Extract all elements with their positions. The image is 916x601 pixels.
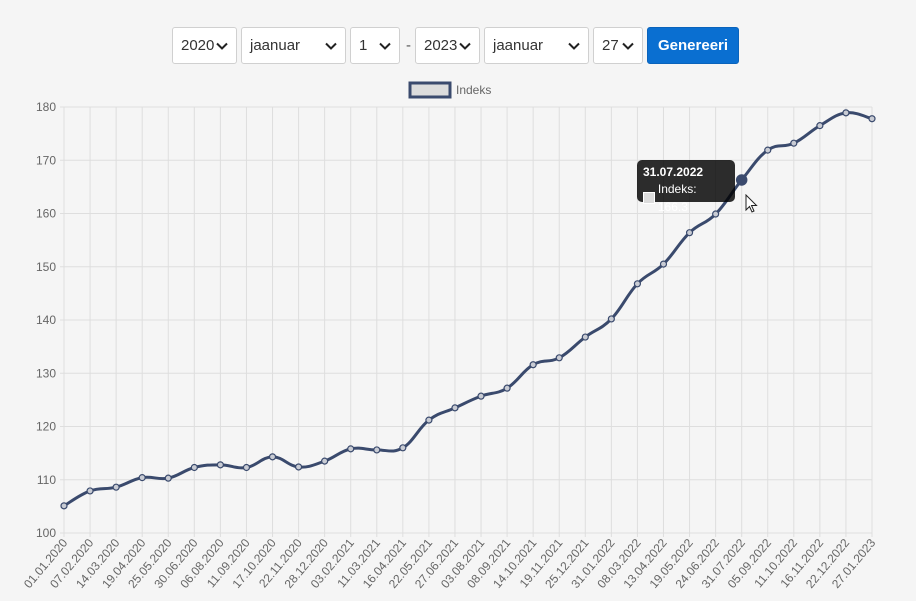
data-point[interactable] [268, 453, 277, 461]
mouse-pointer-icon [745, 194, 758, 213]
y-tick-label: 110 [37, 473, 56, 487]
y-tick-label: 180 [36, 100, 56, 114]
range-separator: - [406, 37, 411, 54]
y-tick-label: 100 [36, 526, 56, 540]
data-point[interactable] [112, 483, 120, 491]
data-point[interactable] [425, 416, 433, 424]
series-points [60, 109, 876, 510]
series-line-indeks [63, 111, 873, 508]
legend-swatch [408, 81, 452, 99]
chevron-down-icon [459, 42, 471, 50]
data-point[interactable] [60, 502, 68, 510]
chart-grid [60, 106, 873, 537]
data-point[interactable] [764, 146, 772, 154]
end-month-value: jaanuar [493, 37, 544, 54]
data-point[interactable] [242, 463, 251, 472]
data-point[interactable] [477, 392, 485, 400]
data-point[interactable] [816, 122, 824, 130]
chevron-down-icon [216, 42, 228, 50]
chevron-down-icon [379, 42, 391, 50]
data-point-active[interactable] [735, 174, 748, 186]
data-point[interactable] [138, 474, 146, 482]
data-point[interactable] [373, 446, 381, 454]
data-point[interactable] [633, 280, 642, 288]
data-point[interactable] [451, 404, 459, 412]
y-tick-label: 160 [36, 207, 56, 221]
data-point[interactable] [164, 474, 172, 482]
chevron-down-icon [622, 42, 634, 50]
x-axis: 01.01.202007.02.202014.03.202019.04.2020… [21, 536, 879, 591]
generate-button[interactable]: Genereeri [647, 27, 740, 64]
y-axis: 100 110 120 130 140 150 160 170 180 [36, 100, 56, 540]
tooltip-date: 31.07.2022 [643, 165, 704, 179]
data-point[interactable] [294, 463, 303, 471]
data-point[interactable] [685, 229, 694, 237]
data-point[interactable] [347, 445, 355, 453]
end-day-value: 27 [602, 37, 619, 54]
data-point[interactable] [529, 361, 537, 369]
data-point[interactable] [216, 461, 224, 469]
data-point[interactable] [868, 115, 876, 123]
chevron-down-icon [325, 42, 337, 50]
start-month-select[interactable]: jaanuar [241, 27, 346, 64]
tooltip-value: Indeks: 166.3 [657, 182, 697, 214]
chevron-down-icon [568, 42, 580, 50]
data-point[interactable] [842, 109, 850, 117]
tooltip-swatch [643, 192, 655, 204]
legend-label: Indeks [456, 83, 491, 97]
date-range-controls: 2020 jaanuar 1 - 2023 jaanuar 27 Generee… [172, 26, 740, 65]
data-point[interactable] [190, 463, 198, 472]
data-point[interactable] [321, 457, 329, 465]
y-tick-label: 170 [36, 153, 56, 167]
data-point[interactable] [581, 333, 589, 341]
y-tick-label: 120 [36, 420, 56, 434]
start-year-value: 2020 [181, 37, 215, 54]
y-tick-label: 150 [36, 260, 56, 274]
chart-tooltip: 31.07.2022 Indeks: 166.3 [637, 160, 735, 214]
end-month-select[interactable]: jaanuar [484, 27, 589, 64]
data-point[interactable] [712, 210, 720, 218]
end-year-value: 2023 [424, 37, 458, 54]
data-point[interactable] [399, 444, 407, 452]
data-point[interactable] [790, 139, 798, 147]
start-day-value: 1 [359, 37, 368, 54]
y-tick-label: 140 [36, 313, 56, 327]
data-point[interactable] [607, 315, 615, 323]
y-tick-label: 130 [36, 366, 56, 380]
data-point[interactable] [503, 384, 511, 392]
start-month-value: jaanuar [250, 37, 301, 54]
start-year-select[interactable]: 2020 [172, 27, 237, 64]
end-day-select[interactable]: 27 [593, 27, 643, 64]
data-point[interactable] [86, 487, 94, 495]
data-point[interactable] [659, 260, 668, 268]
end-year-select[interactable]: 2023 [415, 27, 480, 64]
chart-legend[interactable]: Indeks [408, 81, 491, 99]
start-day-select[interactable]: 1 [350, 27, 400, 64]
data-point[interactable] [555, 354, 563, 362]
tooltip-row: Indeks: 166.3 [643, 180, 729, 216]
